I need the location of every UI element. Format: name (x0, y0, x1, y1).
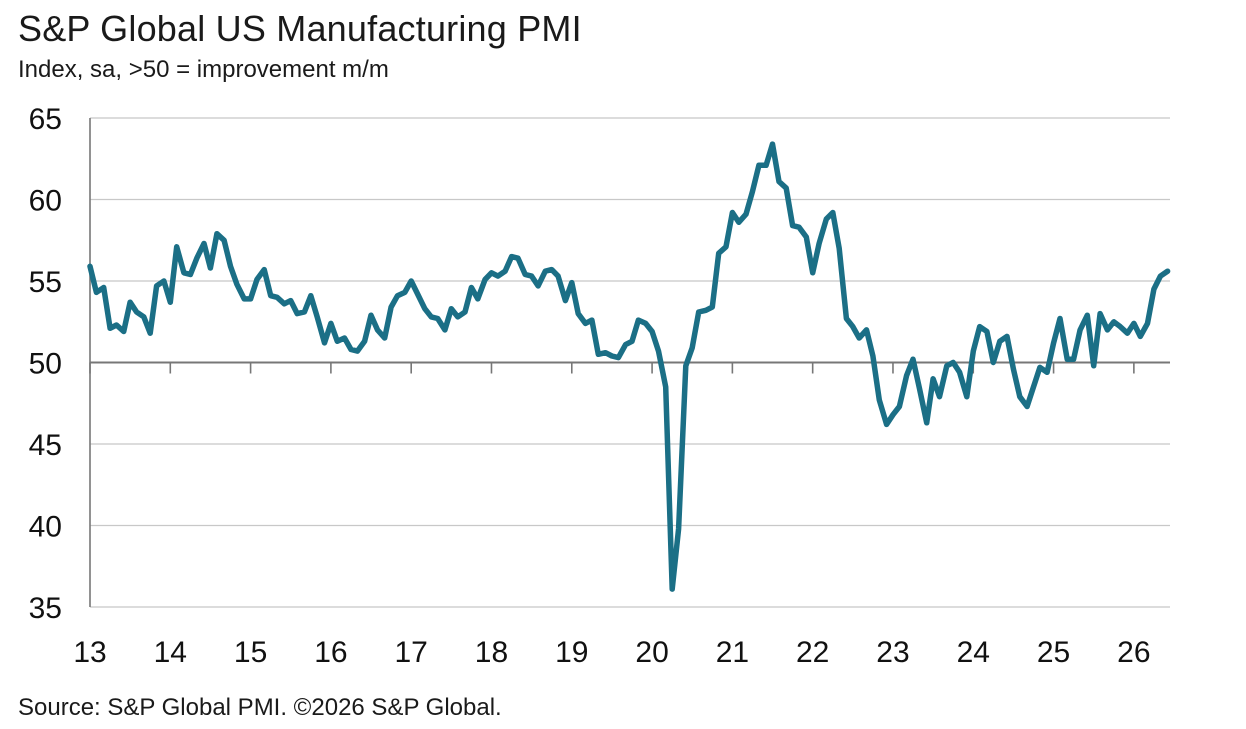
y-tick-label: 40 (29, 511, 62, 544)
x-tick-label: 15 (234, 636, 267, 669)
source-note: Source: S&P Global PMI. ©2026 S&P Global… (18, 694, 502, 721)
x-tick-label: 25 (1037, 636, 1070, 669)
x-tick-label: 18 (475, 636, 508, 669)
x-tick-label: 17 (395, 636, 428, 669)
x-tick-label: 26 (1117, 636, 1150, 669)
x-tick-label: 21 (716, 636, 749, 669)
x-tick-label: 13 (73, 636, 106, 669)
y-tick-label: 45 (29, 429, 62, 462)
y-tick-label: 60 (29, 185, 62, 218)
x-tick-label: 24 (957, 636, 990, 669)
y-tick-label: 50 (29, 348, 62, 381)
x-tick-label: 14 (154, 636, 187, 669)
tick-labels: 35 40 45 50 55 60 65 13 14 15 16 17 18 19 20 21 22 23 24 25… (29, 103, 1151, 669)
series-line-pmi (87, 141, 1171, 592)
chart-title: S&P Global US Manufacturing PMI (18, 8, 582, 49)
x-tick-label: 22 (796, 636, 829, 669)
x-tick-label: 19 (555, 636, 588, 669)
series (87, 141, 1171, 592)
x-tick-label: 16 (314, 636, 347, 669)
axes (89, 118, 1170, 607)
y-tick-label: 65 (29, 103, 62, 136)
chart-subtitle: Index, sa, >50 = improvement m/m (18, 56, 389, 83)
y-tick-label: 35 (29, 592, 62, 625)
x-tick-label: 23 (876, 636, 909, 669)
y-tick-label: 55 (29, 266, 62, 299)
gridlines (90, 117, 1170, 608)
x-tick-label: 20 (635, 636, 668, 669)
